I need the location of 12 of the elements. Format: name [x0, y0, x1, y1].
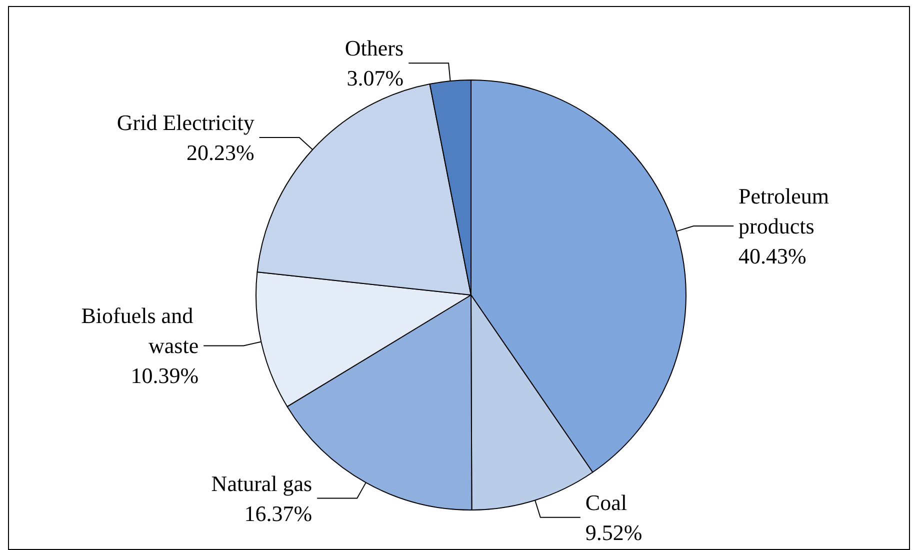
data-label: 40.43%: [738, 243, 806, 268]
data-label: 3.07%: [346, 66, 404, 91]
data-label: 16.37%: [244, 500, 312, 526]
slice-label: Biofuels and waste: [81, 303, 199, 358]
slice-label: Natural gas: [211, 470, 312, 496]
data-label: 9.52%: [585, 520, 642, 545]
slice-label: Coal: [585, 490, 627, 515]
data-label: 20.23%: [186, 140, 254, 165]
data-label: 10.39%: [130, 363, 199, 388]
slice-label: Petroleum products: [738, 183, 834, 238]
slice-label: Grid Electricity: [116, 110, 254, 135]
slice-label: Others: [344, 36, 404, 61]
